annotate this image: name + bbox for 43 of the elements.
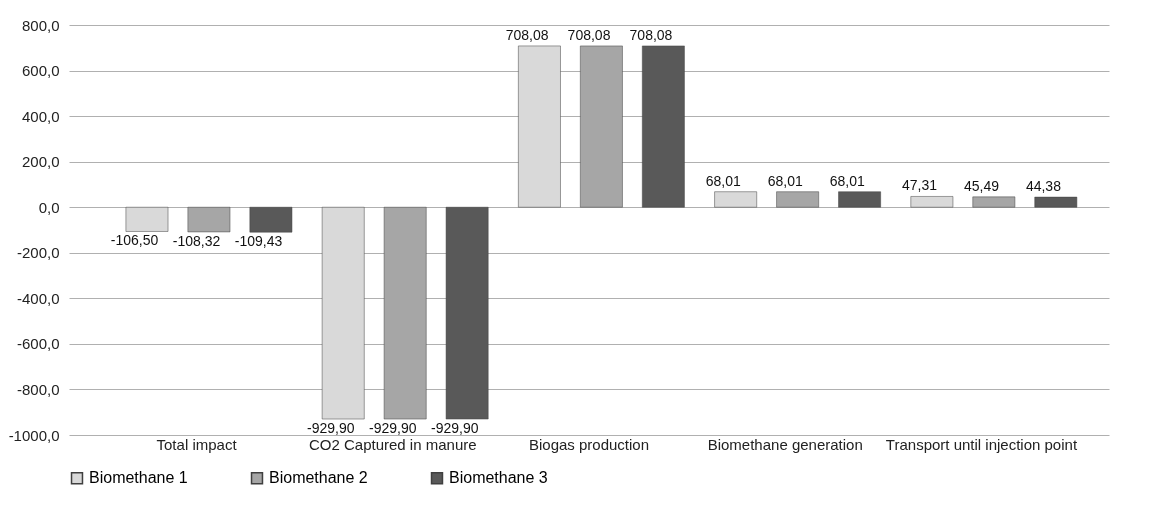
data-label: -929,90 (369, 420, 417, 437)
x-tick-label: Total impact (156, 435, 238, 453)
data-label: 68,01 (767, 172, 803, 189)
data-label: -929,90 (307, 420, 355, 437)
bar (642, 45, 685, 208)
bar (838, 191, 881, 208)
bar (249, 206, 293, 233)
data-label: 44,38 (1025, 178, 1062, 195)
bar (910, 196, 954, 208)
data-label: 708,08 (567, 26, 611, 43)
y-tick-label: -800,0 (16, 380, 60, 398)
data-label: 47,31 (901, 177, 938, 194)
data-label: 708,08 (505, 26, 549, 43)
y-tick-label: -200,0 (16, 244, 60, 262)
bar (518, 45, 561, 208)
x-tick-label: Biomethane generation (707, 435, 863, 453)
y-tick-label: 200,0 (21, 153, 60, 171)
legend-label: Biomethane 2 (269, 469, 368, 487)
data-label: -108,32 (172, 232, 221, 249)
y-tick-label: -1000,0 (8, 426, 60, 444)
data-label: 68,01 (705, 172, 741, 189)
data-label: 45,49 (963, 177, 1000, 194)
y-tick-label: 800,0 (21, 16, 60, 34)
x-tick-label: CO2 Captured in manure (308, 435, 477, 453)
bar (445, 206, 489, 420)
data-label: 708,08 (629, 26, 673, 43)
data-label: -106,50 (110, 232, 159, 249)
legend-label: Biomethane 1 (89, 469, 188, 487)
bar (125, 206, 169, 232)
bar (1034, 196, 1078, 208)
bar (321, 206, 365, 420)
bar (714, 191, 757, 208)
x-tick-label: Transport until injection point (885, 435, 1078, 453)
data-label: -109,43 (234, 233, 283, 250)
y-tick-label: -600,0 (16, 335, 60, 353)
data-label: -929,90 (431, 420, 479, 437)
legend-label: Biomethane 3 (449, 469, 548, 487)
y-tick-label: 600,0 (21, 62, 60, 80)
y-tick-label: 0,0 (38, 198, 60, 216)
data-label: 68,01 (829, 172, 865, 189)
x-tick-label: Biogas production (528, 435, 650, 453)
y-tick-label: -400,0 (16, 289, 60, 307)
y-tick-label: 400,0 (21, 107, 60, 125)
